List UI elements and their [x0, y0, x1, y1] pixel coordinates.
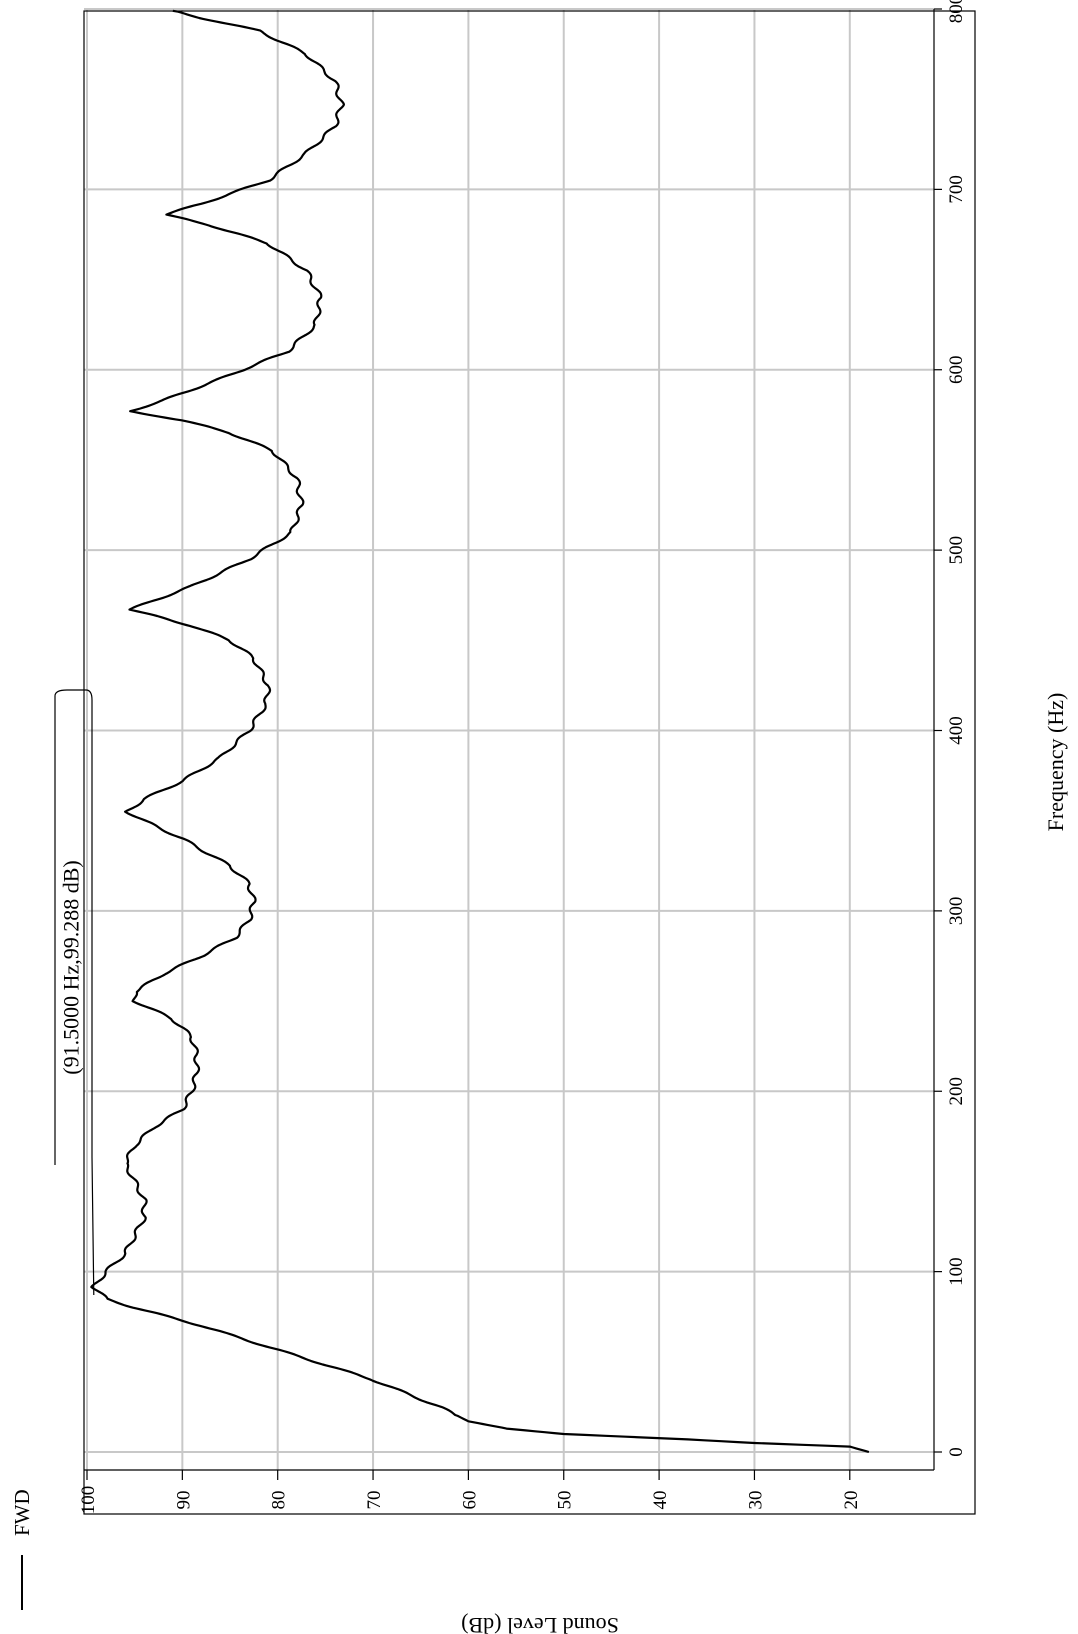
x-tick-label: 800 [946, 0, 967, 23]
x-tick-label: 500 [946, 536, 967, 565]
x-tick-label: 400 [946, 716, 967, 745]
series-layer [90, 9, 870, 1454]
x-tick-label: 100 [946, 1257, 967, 1286]
x-axis-title: Frequency (Hz) [1043, 693, 1068, 832]
y-tick-label: 40 [650, 1491, 671, 1510]
plot-area-border [83, 10, 976, 1515]
y-tick-label: 50 [555, 1491, 576, 1510]
legend-label: FWD [10, 1489, 34, 1536]
y-tick-label: 60 [459, 1491, 480, 1510]
y-tick-label: 20 [841, 1491, 862, 1510]
annotation: (91.5000 Hz,99.288 dB) [54, 689, 95, 1295]
y-tick-label: 100 [78, 1486, 99, 1515]
x-tick-label: 0 [946, 1447, 967, 1457]
x-tick-label: 300 [946, 897, 967, 926]
series-line-fwd [90, 9, 870, 1454]
annotation-leader [91, 1145, 95, 1295]
x-tick-label: 600 [946, 356, 967, 385]
axis-ticks [84, 8, 942, 1480]
grid-lines [84, 8, 934, 1470]
axis-labels: 0 100 200 300 400 500 600 700 800 20 30 40 50 60 70 80 9… [78, 0, 967, 1514]
y-tick-label: 80 [269, 1491, 290, 1510]
x-tick-label: 200 [946, 1077, 967, 1106]
annotation-callout-box [54, 689, 93, 1165]
y-tick-label: 90 [173, 1491, 194, 1510]
y-tick-label: 30 [745, 1491, 766, 1510]
y-axis-title: Sound Level (dB) [461, 1613, 619, 1634]
y-tick-label: 70 [364, 1491, 385, 1510]
annotation-text: (91.5000 Hz,99.288 dB) [59, 860, 84, 1074]
x-tick-label: 700 [946, 175, 967, 204]
